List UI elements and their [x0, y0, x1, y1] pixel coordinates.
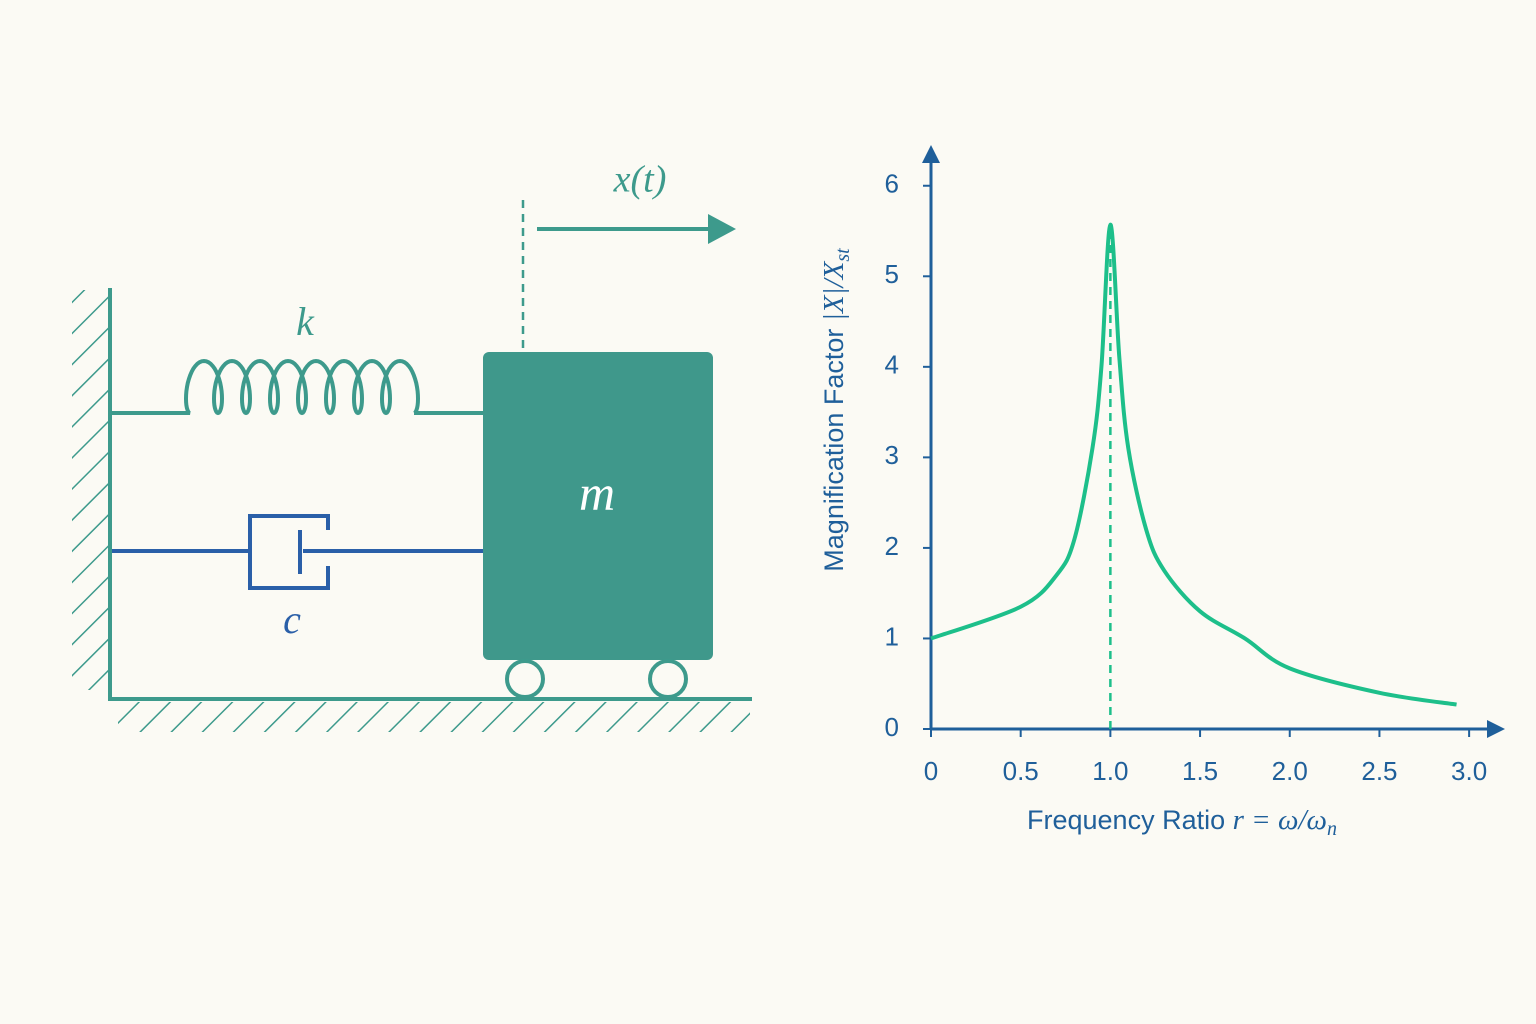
y-axis-label: Magnification Factor |X|/Xst	[818, 248, 854, 572]
y-tick-label: 2	[885, 531, 899, 561]
damper	[112, 514, 483, 590]
x-tick-label: 3.0	[1451, 756, 1487, 786]
y-tick-label: 5	[885, 259, 899, 289]
x-tick-label: 0	[924, 756, 938, 786]
y-axis-arrow	[922, 145, 940, 163]
wheel	[648, 659, 688, 699]
x-tick-label: 1.0	[1092, 756, 1128, 786]
y-label-text: Magnification Factor	[819, 329, 849, 572]
ground-hatch	[118, 702, 750, 732]
x-label-sub: n	[1327, 818, 1337, 840]
response-curve	[930, 222, 1457, 707]
x-tick-label: 2.0	[1272, 756, 1308, 786]
arrow-head	[708, 214, 736, 244]
y-label-sub: st	[832, 248, 854, 262]
spring-label: k	[296, 299, 315, 344]
mass-spring-damper: x(t) k c m	[72, 159, 752, 732]
x-label-math: r = ω/ω	[1233, 804, 1327, 836]
mass-label: m	[579, 464, 615, 520]
x-label-text: Frequency Ratio	[1027, 805, 1225, 835]
x-tick-label: 2.5	[1361, 756, 1397, 786]
y-tick-label: 3	[885, 440, 899, 470]
mass	[483, 352, 713, 660]
x-tick-label: 1.5	[1182, 756, 1218, 786]
x-axis-arrow	[1487, 720, 1505, 738]
x-axis-label: Frequency Ratio r = ω/ωn	[1027, 804, 1337, 840]
y-tick-label: 1	[885, 621, 899, 651]
displacement-label: x(t)	[613, 159, 667, 201]
x-tick-label: 0.5	[1003, 756, 1039, 786]
damper-label: c	[283, 597, 301, 642]
y-tick-label: 4	[885, 350, 899, 380]
wheel	[505, 659, 545, 699]
y-tick-label: 6	[885, 169, 899, 199]
spring	[112, 358, 483, 416]
wall-hatch	[72, 290, 108, 690]
chart: 0 1 2 3 4 5 6 0 0.5 1.0 1.5 2.0 2.5 3.0 Frequency Rati…	[818, 145, 1505, 840]
y-tick-label: 0	[885, 712, 899, 742]
y-label-math: |X|/X	[818, 260, 850, 321]
